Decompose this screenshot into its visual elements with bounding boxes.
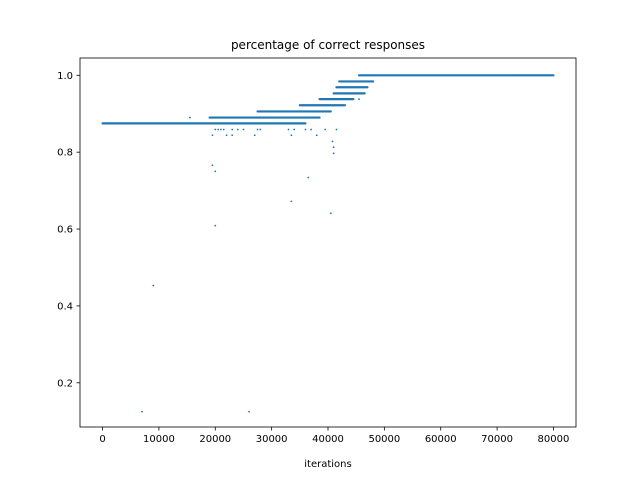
- y-tick-label: 0.4: [57, 301, 73, 312]
- data-point-23: [220, 128, 222, 131]
- data-point-4: [214, 170, 217, 173]
- data-point-14: [225, 134, 228, 137]
- x-tick-label: 20000: [199, 434, 231, 445]
- y-tick-label: 0.8: [57, 148, 73, 159]
- data-point-34: [324, 128, 327, 131]
- data-point-5: [214, 224, 217, 227]
- data-point-21: [214, 128, 217, 131]
- data-point-27: [242, 128, 245, 131]
- data-point-13: [211, 134, 214, 137]
- y-axis: 0.2 0.4 0.6 0.8 1.0: [57, 71, 80, 389]
- y-tick-label: 0.2: [57, 378, 73, 389]
- data-point-20: [358, 98, 360, 101]
- data-point-16: [253, 134, 256, 137]
- data-point-8: [329, 212, 332, 215]
- data-point-1: [248, 410, 250, 413]
- x-tick-label: 0: [99, 434, 105, 445]
- data-point-18: [315, 134, 318, 137]
- data-point-28: [256, 128, 259, 131]
- y-tick-label: 1.0: [57, 71, 73, 82]
- data-point-10: [332, 146, 335, 149]
- x-tick-label: 80000: [538, 434, 570, 445]
- data-point-24: [222, 128, 225, 131]
- data-point-2: [152, 284, 155, 287]
- data-point-3: [211, 164, 214, 167]
- x-tick-label: 70000: [481, 434, 513, 445]
- data-point-9: [331, 140, 334, 143]
- data-point-25: [231, 128, 234, 131]
- axes-frame: [79, 57, 577, 428]
- x-tick-label: 60000: [425, 434, 457, 445]
- x-axis-label: iterations: [304, 459, 351, 470]
- data-point-29: [259, 128, 262, 131]
- x-tick-label: 40000: [312, 434, 344, 445]
- plot-area: [101, 74, 555, 413]
- y-tick-label: 0.6: [57, 225, 73, 236]
- data-point-6: [290, 200, 293, 203]
- x-axis: 0 10000 20000 30000 40000 50000 60000 70000 8000…: [99, 427, 569, 445]
- data-point-17: [290, 134, 293, 137]
- data-point-19: [335, 128, 338, 131]
- data-point-15: [231, 134, 234, 137]
- data-point-26: [236, 128, 239, 131]
- chart-title: percentage of correct responses: [231, 38, 425, 52]
- data-point-0: [141, 410, 143, 413]
- data-point-11: [332, 152, 335, 155]
- data-point-22: [217, 128, 219, 131]
- x-tick-label: 30000: [256, 434, 288, 445]
- data-point-7: [307, 176, 310, 179]
- data-point-32: [304, 128, 307, 131]
- data-point-31: [293, 128, 296, 131]
- x-tick-label: 10000: [143, 434, 175, 445]
- data-point-33: [310, 128, 312, 131]
- data-point-12: [189, 116, 191, 119]
- data-point-30: [287, 128, 290, 131]
- x-tick-label: 50000: [368, 434, 400, 445]
